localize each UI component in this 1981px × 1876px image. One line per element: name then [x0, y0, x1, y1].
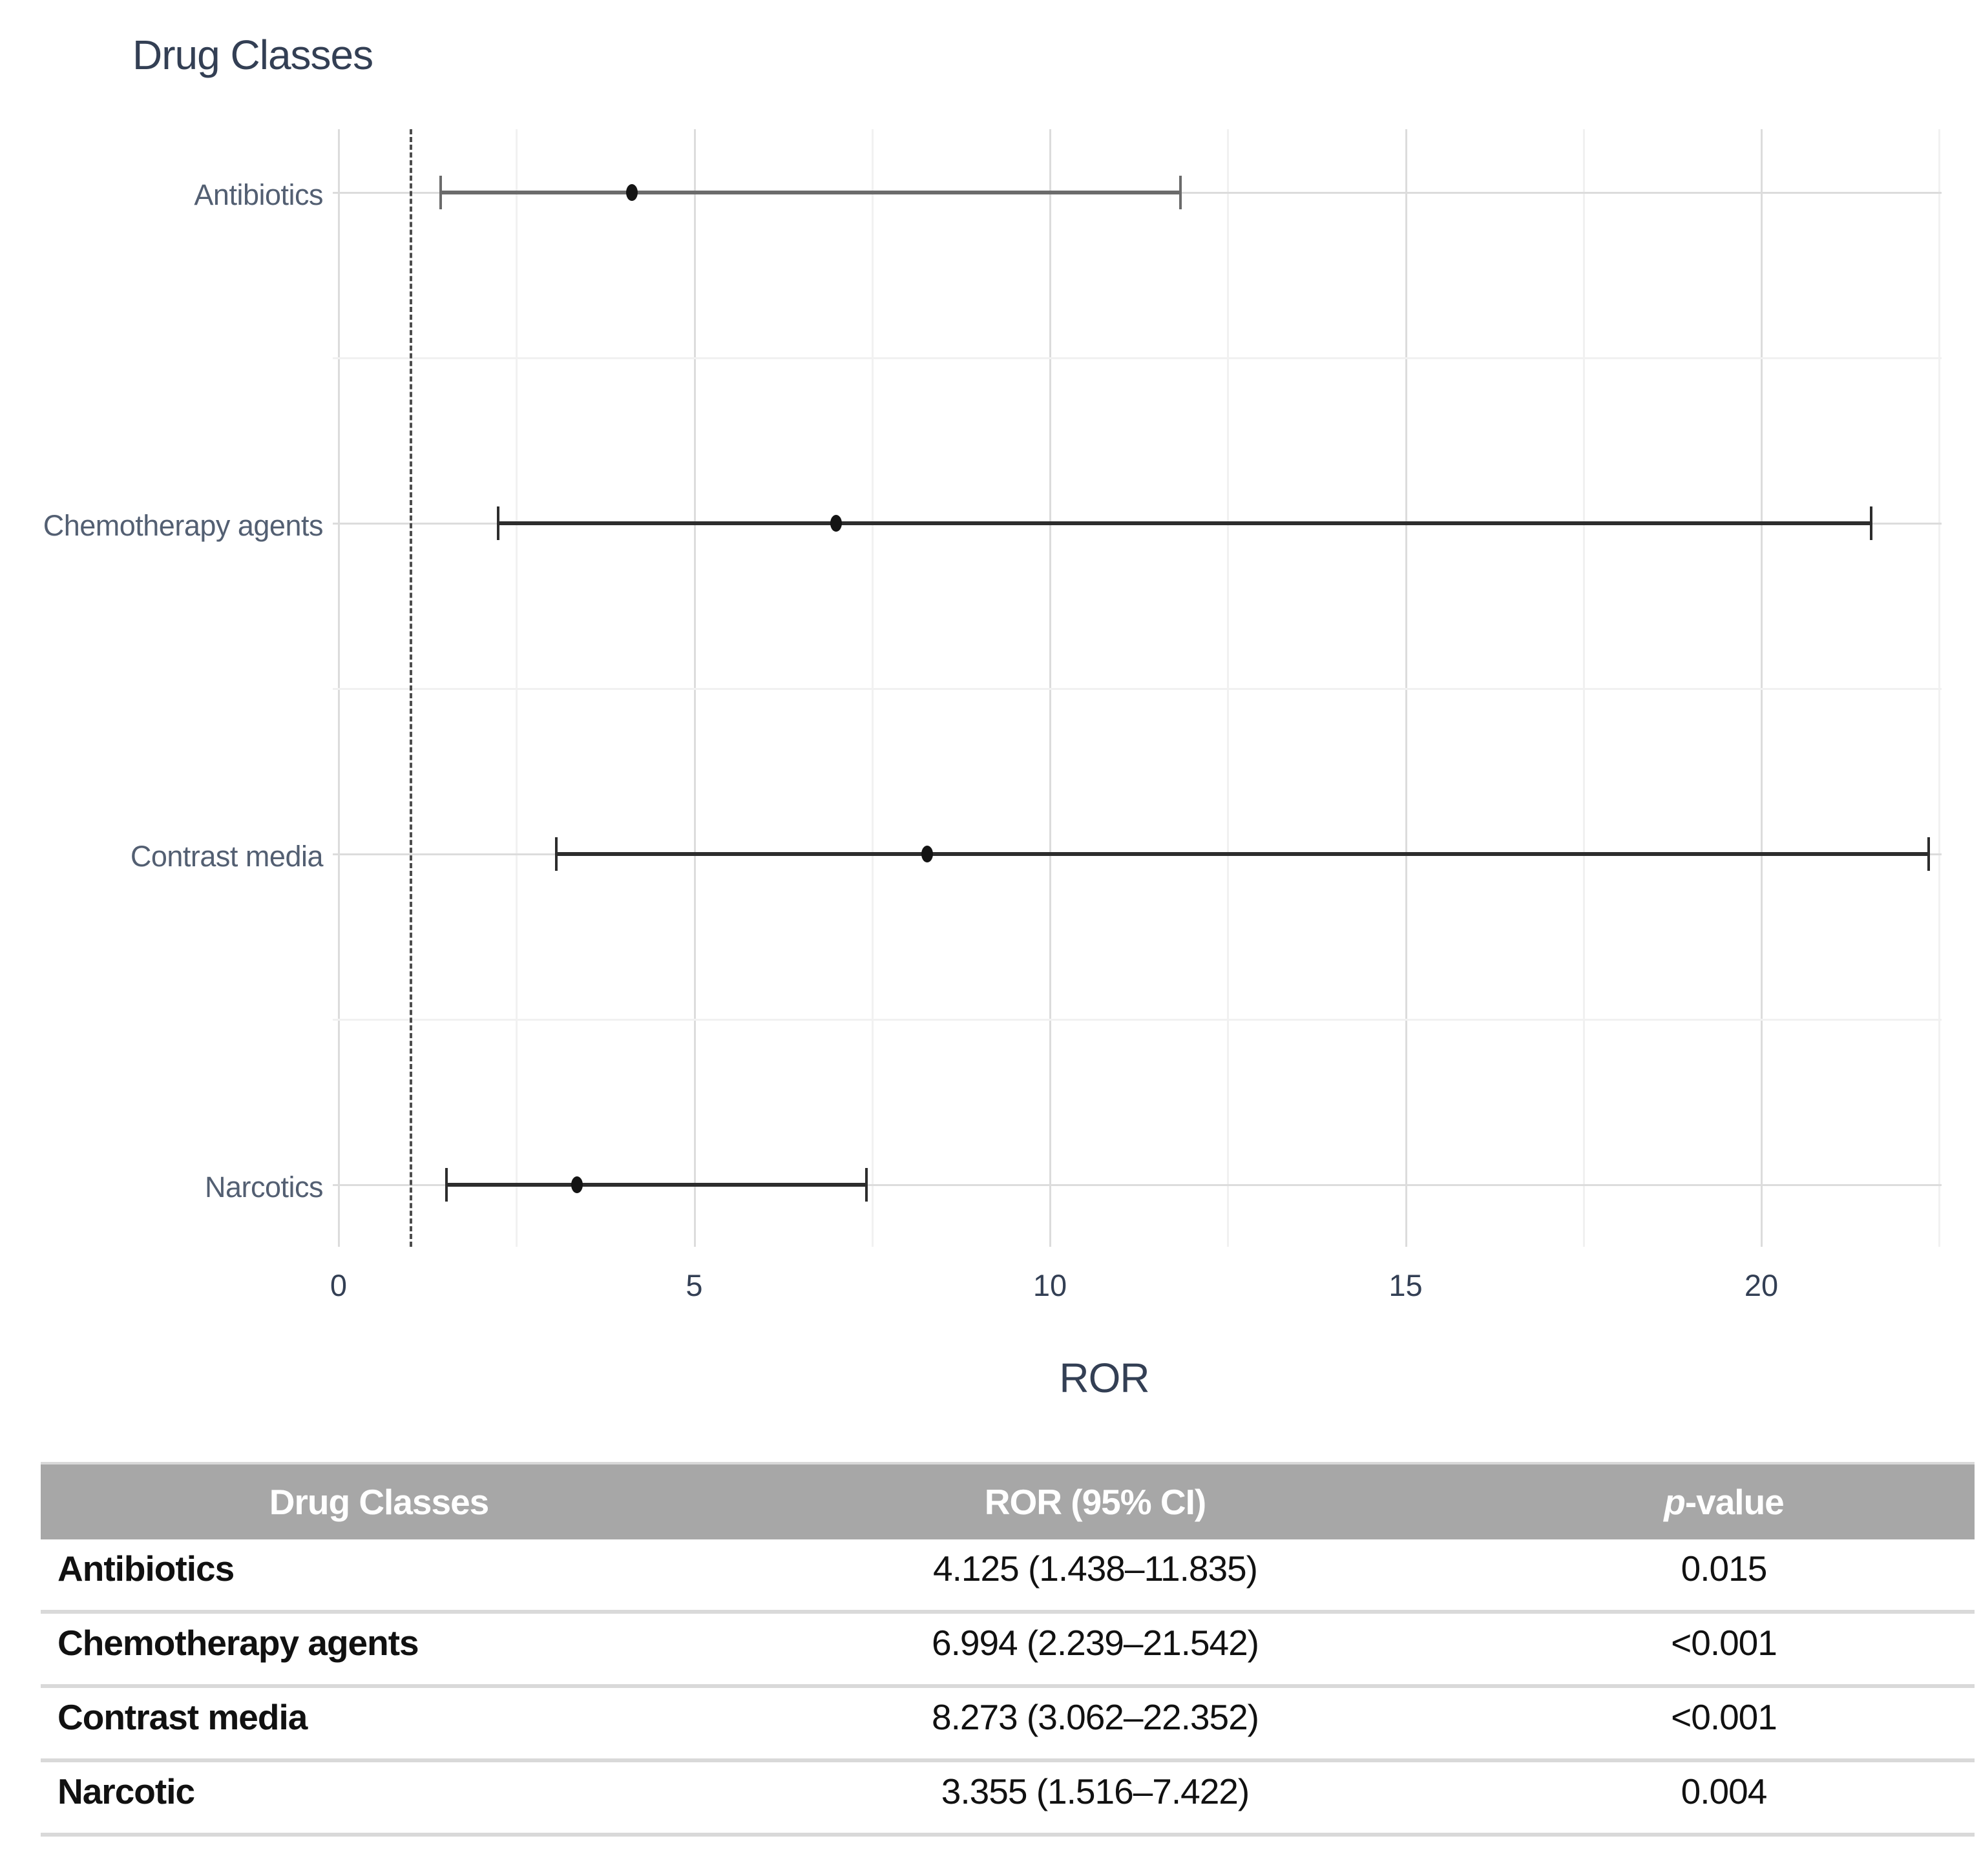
table-cell-drug-class: Chemotherapy agents [58, 1623, 419, 1663]
table-cell-p-value: <0.001 [1671, 1623, 1777, 1663]
table-cell-drug-class: Narcotic [58, 1771, 195, 1811]
ci-lower-cap [445, 1168, 448, 1202]
table-cell-drug-class: Contrast media [58, 1697, 308, 1737]
x-tick-label: 20 [1744, 1268, 1779, 1302]
x-tick-label: 10 [1032, 1268, 1067, 1302]
ci-lower-cap [496, 506, 499, 540]
horizontal-minor-gridline [333, 357, 1942, 359]
ci-upper-cap [865, 1168, 868, 1202]
reference-line [410, 129, 413, 1247]
table-cell-ror-ci: 3.355 (1.516–7.422) [941, 1771, 1250, 1811]
table-cell-p-value: <0.001 [1671, 1697, 1777, 1737]
ror-point-dot [921, 846, 933, 862]
plot-panel [333, 129, 1942, 1247]
ci-error-bar [441, 191, 1181, 194]
chart-title: Drug Classes [132, 32, 373, 78]
x-tick-label: 15 [1389, 1268, 1423, 1302]
category-label: Contrast media [130, 840, 324, 873]
table-header-drug-classes: Drug Classes [269, 1482, 490, 1522]
table-header-row: Drug Classes ROR (95% CI) p-value [41, 1462, 1975, 1539]
ci-error-bar [498, 521, 1871, 525]
table-cell-p-value: 0.015 [1681, 1548, 1768, 1589]
ci-lower-cap [555, 837, 558, 871]
ci-error-bar [556, 852, 1929, 856]
table-cell-ror-ci: 6.994 (2.239–21.542) [932, 1623, 1259, 1663]
table-cell-ror-ci: 4.125 (1.438–11.835) [933, 1548, 1258, 1589]
table-row: Chemotherapy agents 6.994 (2.239–21.542) <… [41, 1614, 1975, 1688]
ror-point-dot [571, 1176, 583, 1193]
horizontal-minor-gridline [333, 688, 1942, 690]
ror-point-dot [626, 184, 638, 201]
ci-upper-cap [1927, 837, 1930, 871]
ci-upper-cap [1179, 176, 1182, 209]
table-body: Antibiotics 4.125 (1.438–11.835) 0.015 Chem… [41, 1539, 1975, 1837]
category-label: Narcotics [204, 1171, 324, 1204]
category-label: Antibiotics [194, 178, 323, 211]
table-row: Contrast media 8.273 (3.062–22.352) <0.001 [41, 1688, 1975, 1762]
horizontal-minor-gridline [333, 1019, 1942, 1021]
table-row: Narcotic 3.355 (1.516–7.422) 0.004 [41, 1762, 1975, 1837]
ci-lower-cap [439, 176, 443, 209]
ci-error-bar [446, 1183, 867, 1187]
ci-upper-cap [1869, 506, 1872, 540]
x-tick-label: 5 [686, 1268, 703, 1302]
results-table: Drug Classes ROR (95% CI) p-value Antibi… [41, 1462, 1975, 1837]
table-header-p-value: p-value [1664, 1482, 1785, 1522]
x-axis-title: ROR [1059, 1355, 1149, 1401]
table-cell-drug-class: Antibiotics [58, 1548, 235, 1589]
x-tick-label: 0 [330, 1268, 348, 1302]
horizontal-gridline [333, 1184, 1942, 1186]
table-header-ror-ci: ROR (95% CI) [984, 1482, 1207, 1522]
ror-point-dot [830, 515, 843, 532]
category-label: Chemotherapy agents [43, 509, 324, 542]
table-cell-p-value: 0.004 [1681, 1771, 1768, 1811]
table-row: Antibiotics 4.125 (1.438–11.835) 0.015 [41, 1539, 1975, 1614]
table-cell-ror-ci: 8.273 (3.062–22.352) [932, 1697, 1259, 1737]
